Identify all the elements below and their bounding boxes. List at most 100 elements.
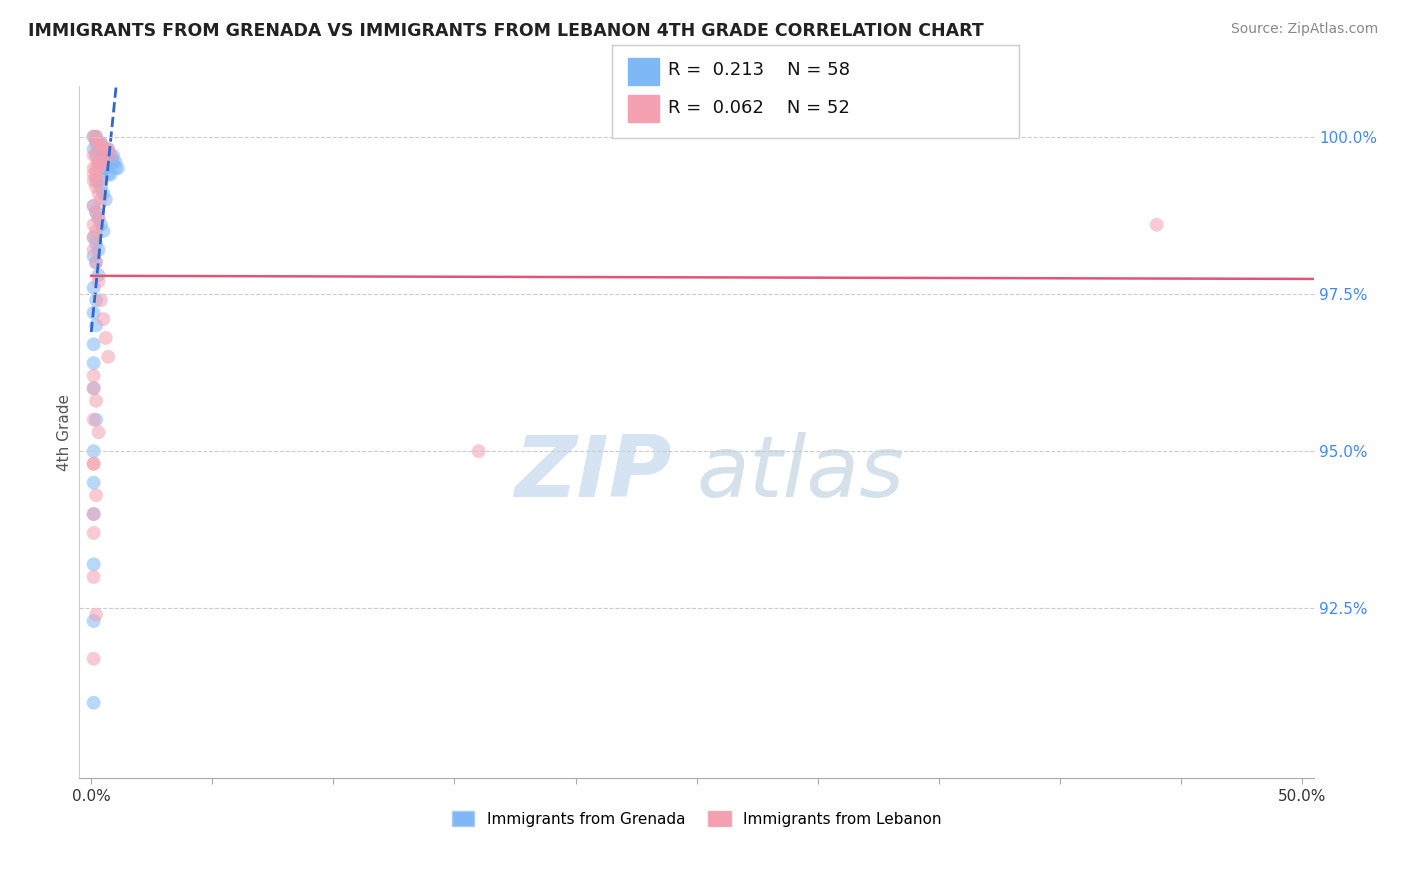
Point	[83, 381, 105, 395]
Point	[97, 168, 120, 182]
Point	[87, 136, 110, 150]
Point	[100, 148, 122, 162]
Point	[94, 331, 117, 345]
Text: atlas: atlas	[696, 433, 904, 516]
Point	[100, 154, 122, 169]
Point	[94, 161, 117, 175]
Point	[87, 425, 110, 440]
Point	[83, 696, 105, 710]
Point	[87, 174, 110, 188]
Point	[91, 186, 114, 201]
Point	[90, 136, 112, 150]
Point	[83, 243, 105, 257]
Text: Source: ZipAtlas.com: Source: ZipAtlas.com	[1230, 22, 1378, 37]
Point	[83, 381, 105, 395]
Point	[84, 148, 107, 162]
Point	[84, 205, 107, 219]
Point	[83, 129, 105, 144]
Point	[87, 274, 110, 288]
Point	[100, 148, 122, 162]
Point	[84, 393, 107, 408]
Point	[91, 161, 114, 175]
Point	[83, 457, 105, 471]
Point	[83, 230, 105, 244]
Point	[97, 148, 120, 162]
Point	[83, 368, 105, 383]
Point	[83, 651, 105, 665]
Point	[84, 161, 107, 175]
Point	[84, 129, 107, 144]
Point	[83, 199, 105, 213]
Point	[87, 174, 110, 188]
Point	[91, 224, 114, 238]
Point	[97, 142, 120, 156]
Point	[83, 507, 105, 521]
Point	[84, 488, 107, 502]
Point	[90, 154, 112, 169]
Point	[83, 142, 105, 156]
Point	[87, 243, 110, 257]
Legend: Immigrants from Grenada, Immigrants from Lebanon: Immigrants from Grenada, Immigrants from…	[446, 805, 948, 833]
Point	[84, 236, 107, 251]
Point	[107, 161, 129, 175]
Point	[84, 255, 107, 269]
Point	[87, 154, 110, 169]
Point	[83, 475, 105, 490]
Point	[87, 211, 110, 226]
Point	[84, 607, 107, 622]
Point	[87, 136, 110, 150]
Point	[87, 154, 110, 169]
Point	[90, 136, 112, 150]
Point	[84, 174, 107, 188]
Point	[83, 306, 105, 320]
Point	[83, 280, 105, 294]
Point	[83, 218, 105, 232]
Point	[87, 186, 110, 201]
Point	[83, 570, 105, 584]
Point	[87, 268, 110, 282]
Point	[94, 142, 117, 156]
Point	[83, 148, 105, 162]
Point	[83, 525, 105, 540]
Point	[83, 230, 105, 244]
Text: R =  0.213    N = 58: R = 0.213 N = 58	[668, 62, 849, 79]
Point	[94, 193, 117, 207]
Point	[87, 211, 110, 226]
Point	[84, 180, 107, 194]
Point	[84, 136, 107, 150]
Point	[83, 249, 105, 263]
Point	[91, 312, 114, 326]
Point	[90, 218, 112, 232]
Text: IMMIGRANTS FROM GRENADA VS IMMIGRANTS FROM LEBANON 4TH GRADE CORRELATION CHART: IMMIGRANTS FROM GRENADA VS IMMIGRANTS FR…	[28, 22, 984, 40]
Point	[104, 161, 127, 175]
Point	[84, 136, 107, 150]
Point	[83, 337, 105, 351]
Point	[90, 193, 112, 207]
Point	[1146, 218, 1168, 232]
Point	[84, 293, 107, 308]
Point	[94, 142, 117, 156]
Point	[90, 293, 112, 308]
Point	[83, 444, 105, 458]
Point	[84, 168, 107, 182]
Point	[91, 154, 114, 169]
Point	[91, 148, 114, 162]
Point	[101, 154, 124, 169]
Point	[84, 255, 107, 269]
Point	[84, 205, 107, 219]
Point	[87, 161, 110, 175]
Point	[91, 142, 114, 156]
Point	[83, 161, 105, 175]
Y-axis label: 4th Grade: 4th Grade	[58, 393, 72, 471]
Point	[84, 318, 107, 333]
Point	[84, 129, 107, 144]
Point	[100, 168, 122, 182]
Point	[91, 142, 114, 156]
Point	[90, 142, 112, 156]
Point	[97, 350, 120, 364]
Point	[83, 168, 105, 182]
Point	[467, 444, 489, 458]
Point	[104, 154, 127, 169]
Point	[84, 148, 107, 162]
Point	[87, 142, 110, 156]
